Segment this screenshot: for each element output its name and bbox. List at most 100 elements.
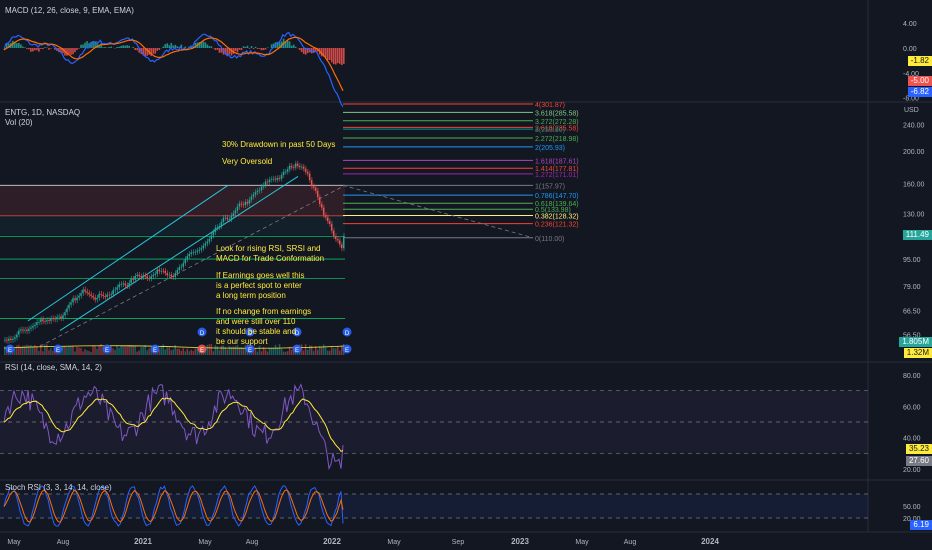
price-candle-body — [246, 201, 249, 204]
price-candle-body — [92, 295, 94, 298]
macd-histogram-bar — [136, 48, 138, 51]
volume-bar — [120, 345, 122, 355]
volume-bar — [14, 347, 16, 355]
price-candle-body — [184, 259, 187, 264]
dividend-marker-icon — [342, 327, 352, 337]
time-axis-tick: Sep — [452, 539, 465, 546]
annotation-drawdown: 30% Drawdown in past 50 Days — [222, 140, 336, 149]
macd-histogram-bar — [168, 45, 171, 48]
volume-bar — [20, 346, 22, 355]
price-candle-body — [88, 292, 90, 295]
price-candle-body — [22, 329, 24, 331]
volume-bar — [306, 349, 309, 355]
macd-histogram-bar — [86, 41, 88, 48]
volume-bar — [82, 351, 84, 355]
macd-histogram-bar — [258, 48, 261, 49]
macd-histogram-bar — [272, 43, 275, 48]
volume-bar — [332, 348, 335, 355]
macd-histogram-bar — [170, 42, 173, 48]
price-candle-body — [286, 169, 289, 172]
macd-histogram-bar — [32, 48, 34, 52]
fib-level-label: 3.272(272.28) — [535, 119, 579, 126]
macd-ytick: -8.00 — [903, 96, 919, 103]
price-candle-body — [278, 177, 281, 179]
macd-histogram-bar — [180, 44, 183, 48]
macd-histogram-bar — [320, 48, 323, 57]
annotation-earnings-flat: If no change from earnings and were stil… — [216, 307, 312, 346]
price-candle-body — [326, 217, 329, 222]
macd-histogram-bar — [108, 47, 110, 48]
volume-bar — [142, 346, 144, 355]
price-candle-body — [334, 236, 337, 240]
price-candle-body — [128, 282, 130, 286]
volume-bar — [72, 345, 74, 355]
volume-bar — [340, 345, 343, 355]
volume-bar — [222, 345, 225, 355]
price-candle-body — [296, 163, 299, 166]
price-candle-body — [174, 273, 177, 277]
volume-bar — [318, 345, 321, 355]
earnings-marker-label: E — [200, 348, 204, 354]
price-candle-body — [180, 266, 183, 268]
price-candle-body — [110, 294, 112, 296]
volume-bar — [212, 351, 215, 355]
price-candle-body — [250, 196, 253, 200]
macd-histogram-bar — [150, 48, 153, 56]
macd-histogram-bar — [118, 46, 120, 48]
price-candle-body — [274, 178, 277, 180]
dividend-marker-icon — [197, 327, 207, 337]
volume-bar — [172, 349, 174, 355]
macd-histogram-bar — [200, 41, 203, 48]
macd-histogram-bar — [234, 48, 237, 52]
support-zone — [0, 215, 345, 236]
volume-bar — [132, 345, 134, 355]
price-candle-body — [8, 338, 10, 341]
volume-bar — [98, 345, 100, 355]
volume-bar — [322, 344, 325, 355]
volume-bar — [270, 347, 273, 355]
macd-histogram-bar — [340, 48, 343, 66]
macd-histogram-bar — [194, 42, 197, 48]
price-candle-body — [264, 181, 267, 186]
volume-bar — [164, 349, 166, 355]
earnings-marker-icon — [245, 344, 255, 354]
price-candle-body — [164, 270, 166, 274]
price-candle-body — [252, 194, 255, 197]
volume-bar — [280, 348, 283, 355]
volume-bar — [92, 345, 94, 355]
volume-bar — [290, 349, 293, 355]
volume-bar — [182, 348, 185, 355]
price-candle-body — [102, 294, 104, 297]
macd-histogram-bar — [34, 48, 36, 51]
price-candle-body — [304, 168, 307, 172]
volume-bar — [134, 345, 136, 355]
volume-bar — [32, 346, 34, 355]
macd-histogram-bar — [60, 48, 62, 53]
macd-histogram-bar — [224, 48, 227, 55]
price-candle-body — [202, 245, 205, 249]
volume-bar — [304, 344, 307, 355]
volume-bar — [208, 344, 211, 355]
volume-bar — [94, 345, 96, 355]
macd-histogram-bar — [116, 47, 118, 48]
macd-line — [3, 31, 344, 107]
price-candle-body — [132, 278, 134, 280]
macd-line-badge: -6.82 — [907, 87, 932, 97]
price-candle-body — [332, 230, 335, 237]
macd-histogram-bar — [166, 43, 169, 48]
stoch-ytick: 20.00 — [903, 516, 921, 523]
rsi-pane-label: RSI (14, close, SMA, 14, 2) — [5, 363, 102, 372]
volume-bar — [262, 347, 265, 355]
volume-bar — [166, 347, 168, 355]
price-candle-body — [322, 207, 325, 216]
macd-histogram-bar — [142, 48, 145, 56]
fib-level-label: 0.786(147.70) — [535, 193, 579, 200]
channel-lower-line — [59, 176, 299, 331]
price-candle-body — [306, 171, 309, 174]
fib-level-label: 1.414(177.81) — [535, 166, 579, 173]
volume-bar — [260, 351, 263, 355]
time-axis-tick: Aug — [57, 539, 70, 546]
macd-histogram-bar — [260, 48, 263, 51]
price-candle-body — [142, 275, 144, 278]
